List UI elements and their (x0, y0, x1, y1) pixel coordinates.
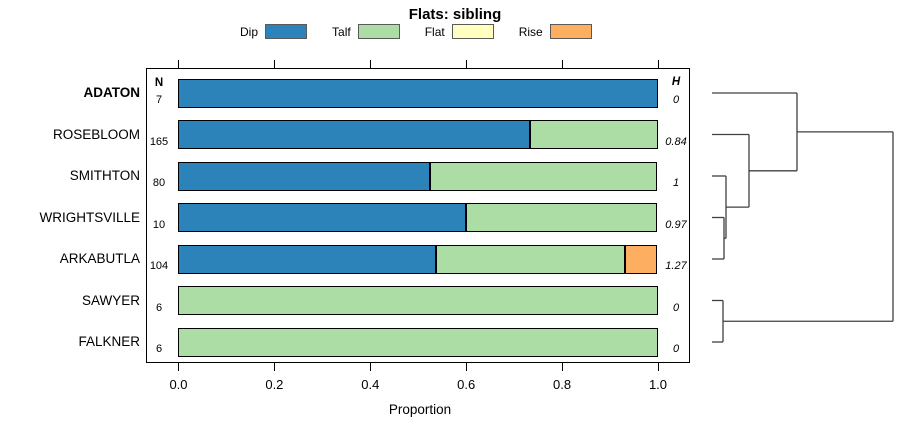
bar-rosebloom (178, 120, 658, 149)
h-value: 1.27 (665, 260, 687, 272)
axis-tick-bottom (178, 363, 179, 371)
chart-title: Flats: sibling (408, 6, 502, 23)
dendrogram (712, 92, 894, 343)
legend-label: Talf (332, 24, 351, 39)
axis-tick-bottom (657, 363, 659, 371)
bar-segment-dip (178, 203, 466, 232)
axis-tick-top (561, 60, 563, 68)
axis-tick-bottom (465, 363, 467, 371)
legend-swatch-flat (451, 24, 494, 39)
h-value: 0 (672, 343, 680, 355)
bar-segment-talf (529, 120, 658, 149)
legend-label: Rise (518, 24, 543, 39)
bar-falkner (178, 327, 658, 357)
bar-segment-talf (178, 286, 658, 315)
plot-area (146, 68, 690, 363)
x-axis-title: Proportion (388, 402, 452, 417)
axis-tick-label: 0.6 (457, 377, 476, 392)
bar-wrightsville (178, 203, 658, 232)
n-value: 165 (149, 135, 169, 148)
axis-tick-bottom (369, 363, 371, 371)
legend-swatch-rise (549, 24, 592, 39)
bar-segment-dip (178, 161, 430, 191)
h-column-header: H (671, 76, 681, 88)
legend-swatch-dip (265, 24, 308, 39)
h-value: 0 (672, 94, 680, 106)
bar-segment-talf (178, 327, 658, 357)
axis-tick-top (273, 60, 275, 68)
bar-segment-talf (436, 244, 626, 274)
category-label-adaton: ADATON (83, 85, 141, 100)
axis-tick-top (369, 60, 371, 68)
bar-segment-rise (625, 244, 658, 274)
n-value: 6 (155, 343, 163, 355)
n-column-header: N (154, 77, 164, 89)
n-value: 7 (155, 94, 163, 106)
bar-arkabutla (178, 244, 658, 274)
h-value: 0.84 (665, 135, 687, 148)
bar-segment-talf (429, 161, 658, 191)
axis-tick-label: 0.4 (361, 377, 380, 392)
bar-segment-dip (178, 78, 658, 108)
legend-swatch-talf (357, 24, 400, 39)
h-value: 0.97 (665, 218, 687, 231)
h-value: 0 (672, 301, 680, 314)
bar-segment-dip (178, 244, 436, 274)
axis-tick-top (465, 60, 467, 68)
legend-item-talf: Talf (332, 24, 400, 39)
axis-tick-top (657, 60, 659, 68)
axis-tick-bottom (561, 363, 563, 371)
bar-smithton (178, 161, 658, 191)
bar-adaton (178, 78, 658, 108)
legend-item-rise: Rise (519, 24, 592, 39)
legend-label: Flat (424, 24, 445, 39)
legend-label: Dip (240, 24, 259, 39)
axis-tick-bottom (273, 363, 275, 371)
category-label-smithton: SMITHTON (69, 168, 140, 183)
n-value: 10 (152, 218, 166, 231)
bar-sawyer (178, 286, 658, 315)
bar-segment-dip (178, 120, 530, 149)
category-label-rosebloom: ROSEBLOOM (52, 126, 140, 142)
bar-segment-talf (465, 203, 658, 232)
n-value: 80 (152, 177, 166, 189)
category-label-falkner: FALKNER (78, 334, 140, 349)
axis-tick-label: 0.2 (265, 377, 284, 392)
legend-item-dip: Dip (240, 24, 308, 39)
n-value: 6 (155, 301, 163, 314)
category-label-sawyer: SAWYER (81, 292, 140, 308)
axis-tick-label: 0.0 (169, 377, 188, 392)
axis-tick-label: 1.0 (648, 377, 668, 392)
axis-tick-top (178, 60, 179, 68)
category-label-arkabutla: ARKABUTLA (59, 251, 140, 266)
axis-tick-label: 0.8 (553, 377, 572, 392)
category-label-wrightsville: WRIGHTSVILLE (39, 209, 140, 225)
n-value: 104 (149, 260, 169, 272)
legend: Dip Talf Flat Rise (240, 24, 592, 39)
legend-item-flat: Flat (425, 24, 494, 39)
h-value: 1 (672, 177, 680, 189)
